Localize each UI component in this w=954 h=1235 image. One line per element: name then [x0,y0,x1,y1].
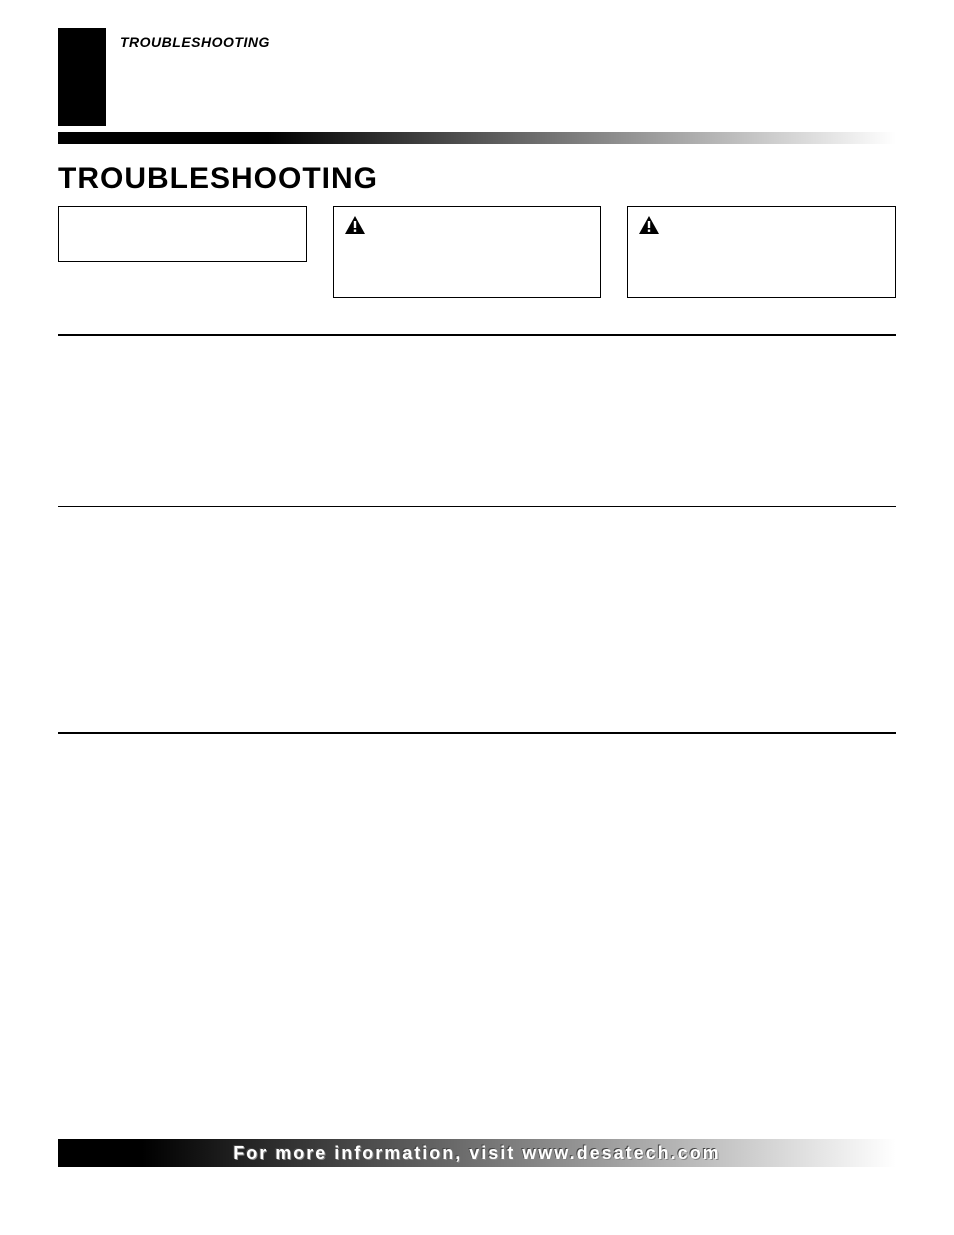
table-row [58,336,896,506]
table-row [58,507,896,732]
page: TROUBLESHOOTING TROUBLESHOOTING [0,0,954,734]
gradient-divider-bar [58,132,896,144]
footer-text: For more information, visit www.desatech… [233,1143,720,1164]
thumb-tab [58,28,106,126]
warning-boxes-row [58,206,896,298]
info-box-1 [58,206,307,262]
warning-box-3 [627,206,896,298]
troubleshooting-table [58,334,896,734]
page-title: TROUBLESHOOTING [58,162,896,196]
footer-bar: For more information, visit www.desatech… [58,1139,896,1167]
header-region: TROUBLESHOOTING [58,28,896,126]
table-rule [58,732,896,734]
header-section-label: TROUBLESHOOTING [120,34,270,50]
warning-triangle-icon [344,215,366,235]
warning-box-2 [333,206,602,298]
warning-triangle-icon [638,215,660,235]
